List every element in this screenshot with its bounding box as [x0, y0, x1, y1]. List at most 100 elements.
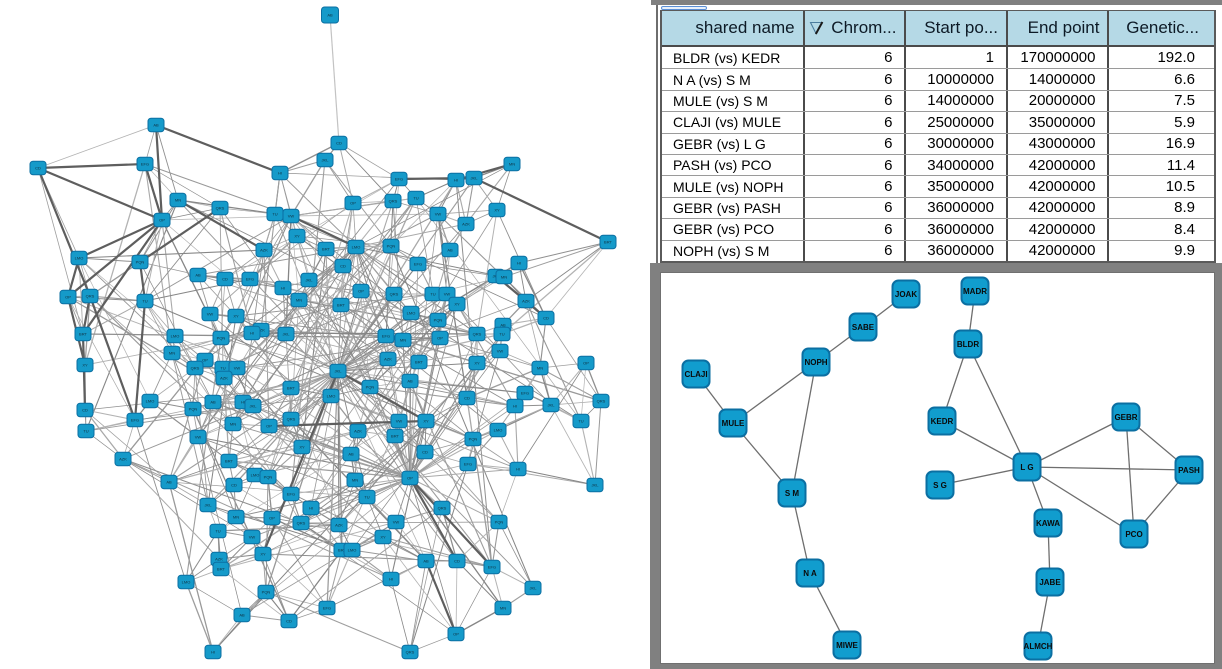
svg-text:QRS: QRS [191, 366, 200, 371]
svg-text:OP: OP [437, 336, 443, 341]
svg-text:QRS: QRS [473, 332, 482, 337]
svg-text:VW: VW [234, 366, 241, 371]
svg-text:QRS: QRS [406, 650, 415, 655]
svg-text:JKL: JKL [530, 586, 538, 591]
svg-text:MADR: MADR [963, 287, 987, 296]
svg-text:XY: XY [380, 535, 386, 540]
svg-text:MIWE: MIWE [836, 641, 858, 650]
svg-text:AZK: AZK [119, 457, 127, 462]
svg-text:CLAJI: CLAJI [684, 370, 707, 379]
svg-text:VW: VW [435, 212, 442, 217]
svg-text:AZK: AZK [354, 429, 362, 434]
svg-text:PQN: PQN [262, 590, 271, 595]
svg-text:QRS: QRS [287, 417, 296, 422]
svg-text:LMO: LMO [171, 334, 180, 339]
svg-text:EFG: EFG [382, 334, 390, 339]
svg-text:VW: VW [393, 520, 400, 525]
svg-text:VW: VW [207, 312, 214, 317]
svg-text:HI: HI [250, 331, 254, 336]
svg-text:EFG: EFG [141, 162, 149, 167]
svg-text:EFG: EFG [521, 391, 529, 396]
svg-text:XY: XY [82, 363, 88, 368]
svg-text:OP: OP [159, 218, 165, 223]
svg-text:CD: CD [35, 166, 41, 171]
svg-text:OP: OP [350, 201, 356, 206]
svg-text:AZK: AZK [257, 328, 265, 333]
svg-text:MN: MN [537, 366, 543, 371]
svg-text:MN: MN [175, 198, 181, 203]
svg-text:XY: XY [474, 361, 480, 366]
svg-text:OP: OP [583, 361, 589, 366]
svg-text:L G: L G [1020, 463, 1033, 472]
svg-text:BRT: BRT [391, 434, 399, 439]
svg-text:PQN: PQN [495, 520, 504, 525]
svg-text:VW: VW [396, 419, 403, 424]
svg-text:TU: TU [142, 299, 147, 304]
svg-text:CD: CD [286, 619, 292, 624]
svg-text:MN: MN [352, 478, 358, 483]
svg-text:VW: VW [444, 292, 451, 297]
svg-text:MN: MN [509, 162, 515, 167]
svg-text:LMO: LMO [352, 245, 361, 250]
svg-text:HI: HI [211, 650, 215, 655]
svg-text:BRT: BRT [322, 247, 330, 252]
svg-text:EFG: EFG [414, 262, 422, 267]
svg-text:CD: CD [82, 408, 88, 413]
svg-text:TU: TU [430, 292, 435, 297]
svg-text:HI: HI [389, 577, 393, 582]
svg-text:LMO: LMO [327, 394, 336, 399]
svg-text:PASH: PASH [1178, 466, 1200, 475]
svg-text:PQN: PQN [136, 260, 145, 265]
svg-text:VW: VW [497, 349, 504, 354]
svg-text:QRS: QRS [216, 206, 225, 211]
svg-text:LMO: LMO [407, 311, 416, 316]
svg-text:JKL: JKL [322, 158, 330, 163]
svg-text:OP: OP [202, 358, 208, 363]
svg-text:HI: HI [309, 506, 313, 511]
svg-text:HI: HI [278, 171, 282, 176]
svg-text:XY: XY [299, 445, 305, 450]
svg-text:MN: MN [400, 338, 406, 343]
svg-text:AB: AB [407, 379, 413, 384]
svg-text:MN: MN [230, 422, 236, 427]
svg-text:ALMCH: ALMCH [1024, 642, 1053, 651]
svg-text:JOAK: JOAK [895, 290, 917, 299]
svg-text:CD: CD [543, 316, 549, 321]
svg-text:AB: AB [166, 480, 172, 485]
svg-text:TU: TU [272, 212, 277, 217]
svg-text:VW: VW [288, 214, 295, 219]
svg-text:JKL: JKL [306, 278, 314, 283]
svg-text:LMO: LMO [146, 399, 155, 404]
svg-text:AZK: AZK [522, 299, 530, 304]
svg-text:AB: AB [239, 613, 245, 618]
svg-text:QRS: QRS [597, 399, 606, 404]
svg-text:N A: N A [803, 569, 817, 578]
svg-text:EFG: EFG [287, 492, 295, 497]
svg-text:EFG: EFG [131, 418, 139, 423]
svg-text:MULE: MULE [722, 419, 745, 428]
svg-text:BRT: BRT [604, 240, 612, 245]
svg-text:MN: MN [233, 515, 239, 520]
svg-text:AZK: AZK [384, 357, 392, 362]
svg-text:TU: TU [83, 429, 88, 434]
svg-text:SABE: SABE [852, 323, 875, 332]
svg-text:HI: HI [241, 400, 245, 405]
svg-text:AB: AB [348, 452, 354, 457]
svg-text:HI: HI [517, 261, 521, 266]
svg-text:GEBR: GEBR [1114, 413, 1137, 422]
svg-text:BRT: BRT [287, 386, 295, 391]
svg-text:JKL: JKL [250, 404, 258, 409]
svg-text:LMO: LMO [182, 580, 191, 585]
svg-text:OP: OP [358, 289, 364, 294]
svg-text:AZK: AZK [215, 557, 223, 562]
svg-text:JKL: JKL [335, 369, 343, 374]
svg-text:XY: XY [423, 419, 429, 424]
svg-text:PQN: PQN [434, 318, 443, 323]
svg-text:PCO: PCO [1125, 530, 1142, 539]
svg-text:JKL: JKL [205, 503, 213, 508]
svg-text:NOPH: NOPH [804, 358, 827, 367]
svg-text:EFG: EFG [323, 606, 331, 611]
svg-text:AZK: AZK [335, 523, 343, 528]
svg-text:HI: HI [281, 286, 285, 291]
svg-text:OP: OP [453, 632, 459, 637]
